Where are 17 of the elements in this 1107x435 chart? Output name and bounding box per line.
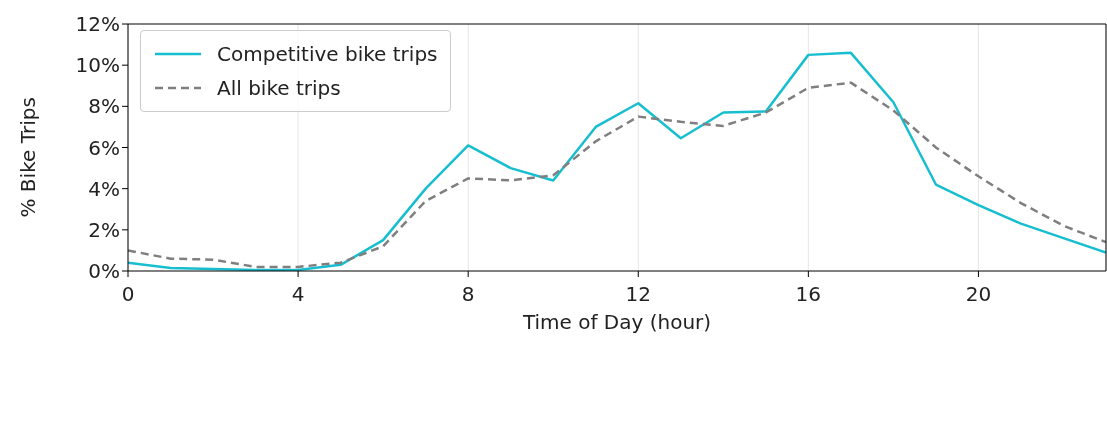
x-tick-label: 8 [461, 282, 475, 306]
x-tick-label: 12 [625, 282, 651, 306]
x-tick-label: 4 [291, 282, 305, 306]
y-tick-label: 8% [88, 94, 120, 119]
x-tick-label: 20 [965, 282, 992, 306]
y-tick-label: 10% [75, 53, 120, 78]
legend-label: Competitive bike trips [217, 41, 438, 68]
y-tick-label: 4% [88, 176, 120, 201]
y-axis-title: % Bike Trips [16, 97, 41, 218]
x-tick-label: 16 [795, 282, 822, 306]
y-tick-label: 0% [88, 259, 120, 284]
x-tick-label: 0 [121, 282, 135, 306]
y-tick-label: 12% [75, 12, 120, 37]
legend-label: All bike trips [217, 75, 341, 102]
x-axis-title: Time of Day (hour) [521, 310, 712, 334]
y-tick-label: 2% [88, 217, 120, 242]
y-tick-label: 6% [88, 135, 120, 160]
